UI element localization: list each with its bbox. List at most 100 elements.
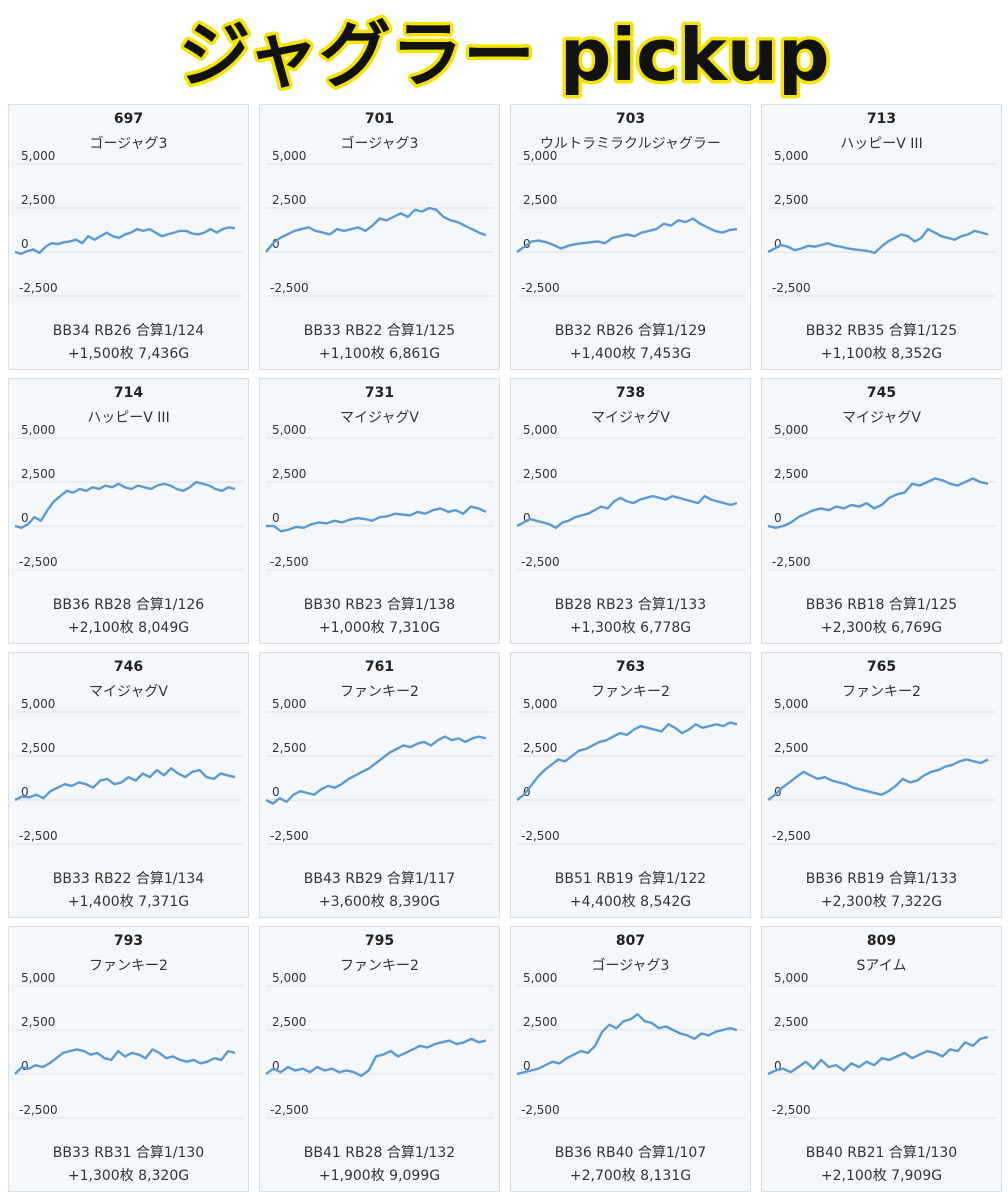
y-tick-label: 0 (21, 237, 29, 251)
machine-card: 714 ハッピーV III 5,000 2,500 0 -2,500 BB36 RB28 合… (8, 378, 249, 644)
slump-line (14, 1048, 236, 1075)
machine-name: ゴージャグ3 (591, 958, 670, 974)
machine-number: 745 (866, 385, 897, 401)
bonus-stats: BB36 RB18 合算1/125 (805, 597, 958, 613)
y-tick-label: -2,500 (270, 555, 309, 569)
y-tick-label: 2,500 (774, 1015, 808, 1029)
machine-name: マイジャグV (89, 684, 168, 700)
y-tick-label: 5,000 (774, 971, 808, 985)
y-tick-label: -2,500 (521, 1103, 560, 1117)
machine-number: 746 (113, 659, 144, 675)
machine-name: ファンキー2 (591, 684, 670, 700)
machine-card: 713 ハッピーV III 5,000 2,500 0 -2,500 BB32 RB35 合… (761, 104, 1002, 370)
slump-line (767, 758, 989, 801)
y-tick-label: -2,500 (19, 281, 58, 295)
machine-card: 745 マイジャグV 5,000 2,500 0 -2,500 BB36 RB18 合算1/… (761, 378, 1002, 644)
y-tick-label: 5,000 (21, 423, 55, 437)
y-tick-label: -2,500 (772, 1103, 811, 1117)
machine-number: 763 (615, 659, 646, 675)
machine-grid: 697 ゴージャグ3 5,000 2,500 0 -2,500 BB34 RB26 合算1/… (8, 104, 1002, 1192)
machine-name: ゴージャグ3 (340, 136, 419, 152)
y-tick-label: 5,000 (21, 697, 55, 711)
y-tick-label: -2,500 (772, 281, 811, 295)
machine-card: 703 ウルトラミラクルジャグラー 5,000 2,500 0 -2,500 BB32 RB… (510, 104, 751, 370)
y-tick-label: 0 (272, 511, 280, 525)
y-tick-label: 2,500 (523, 467, 557, 481)
y-tick-label: -2,500 (521, 555, 560, 569)
y-tick-label: 0 (21, 1059, 29, 1073)
y-tick-label: 2,500 (523, 741, 557, 755)
y-tick-label: 2,500 (272, 741, 306, 755)
bonus-stats: BB33 RB22 合算1/134 (52, 871, 205, 887)
machine-card: 795 ファンキー2 5,000 2,500 0 -2,500 BB41 RB28 合算1/… (259, 926, 500, 1192)
y-tick-label: 2,500 (21, 193, 55, 207)
result-summary: +1,100枚 8,352G (820, 346, 943, 362)
y-tick-label: 0 (272, 1059, 280, 1073)
y-tick-label: 2,500 (272, 1015, 306, 1029)
y-tick-label: 5,000 (21, 971, 55, 985)
y-tick-label: 2,500 (21, 1015, 55, 1029)
machine-card: 793 ファンキー2 5,000 2,500 0 -2,500 BB33 RB31 合算1/… (8, 926, 249, 1192)
y-tick-label: -2,500 (772, 829, 811, 843)
slump-line (767, 1035, 989, 1076)
bonus-stats: BB33 RB31 合算1/130 (52, 1145, 205, 1161)
bonus-stats: BB28 RB23 合算1/133 (554, 597, 707, 613)
y-tick-label: -2,500 (521, 829, 560, 843)
machine-card: 731 マイジャグV 5,000 2,500 0 -2,500 BB30 RB23 合算1/… (259, 378, 500, 644)
slump-line (516, 1013, 738, 1076)
title-text: ジャグラー pickup (178, 13, 829, 97)
result-summary: +4,400枚 8,542G (569, 894, 692, 910)
result-summary: +1,500枚 7,436G (67, 346, 190, 362)
result-summary: +2,300枚 6,769G (820, 620, 943, 636)
y-tick-label: -2,500 (521, 281, 560, 295)
bonus-stats: BB40 RB21 合算1/130 (805, 1145, 958, 1161)
y-tick-label: 0 (272, 785, 280, 799)
machine-number: 697 (113, 111, 144, 127)
y-tick-label: -2,500 (270, 281, 309, 295)
result-summary: +1,300枚 8,320G (67, 1168, 190, 1184)
machine-card: 701 ゴージャグ3 5,000 2,500 0 -2,500 BB33 RB22 合算1/… (259, 104, 500, 370)
machine-name: ファンキー2 (842, 684, 921, 700)
machine-name: Sアイム (856, 958, 907, 974)
bonus-stats: BB36 RB28 合算1/126 (52, 597, 205, 613)
bonus-stats: BB43 RB29 合算1/117 (303, 871, 456, 887)
machine-name: ハッピーV III (840, 136, 923, 152)
machine-number: 765 (866, 659, 897, 675)
result-summary: +1,300枚 6,778G (569, 620, 692, 636)
slump-line (265, 735, 487, 805)
machine-name: ハッピーV III (87, 410, 170, 426)
slump-line (516, 494, 738, 529)
bonus-stats: BB32 RB35 合算1/125 (805, 323, 958, 339)
slump-line (265, 206, 487, 253)
machine-number: 809 (866, 933, 897, 949)
machine-number: 713 (866, 111, 897, 127)
bonus-stats: BB51 RB19 合算1/122 (554, 871, 707, 887)
y-tick-label: 2,500 (774, 741, 808, 755)
bonus-stats: BB34 RB26 合算1/124 (52, 323, 205, 339)
y-tick-label: 0 (774, 511, 782, 525)
y-tick-label: 2,500 (272, 467, 306, 481)
y-tick-label: 5,000 (21, 149, 55, 163)
bonus-stats: BB41 RB28 合算1/132 (303, 1145, 456, 1161)
page-title: ジャグラー pickup (0, 0, 1008, 101)
y-tick-label: 5,000 (523, 423, 557, 437)
page-title-svg: ジャグラー pickup (175, 10, 833, 101)
y-tick-label: -2,500 (19, 1103, 58, 1117)
machine-number: 731 (364, 385, 395, 401)
machine-number: 793 (113, 933, 144, 949)
y-tick-label: 5,000 (272, 697, 306, 711)
machine-card: 765 ファンキー2 5,000 2,500 0 -2,500 BB36 RB19 合算1/… (761, 652, 1002, 918)
slump-line (14, 226, 236, 255)
machine-name: マイジャグV (340, 410, 419, 426)
machine-card: 746 マイジャグV 5,000 2,500 0 -2,500 BB33 RB22 合算1/… (8, 652, 249, 918)
y-tick-label: 5,000 (774, 697, 808, 711)
result-summary: +1,400枚 7,453G (569, 346, 692, 362)
result-summary: +1,000枚 7,310G (318, 620, 441, 636)
machine-name: マイジャグV (591, 410, 670, 426)
